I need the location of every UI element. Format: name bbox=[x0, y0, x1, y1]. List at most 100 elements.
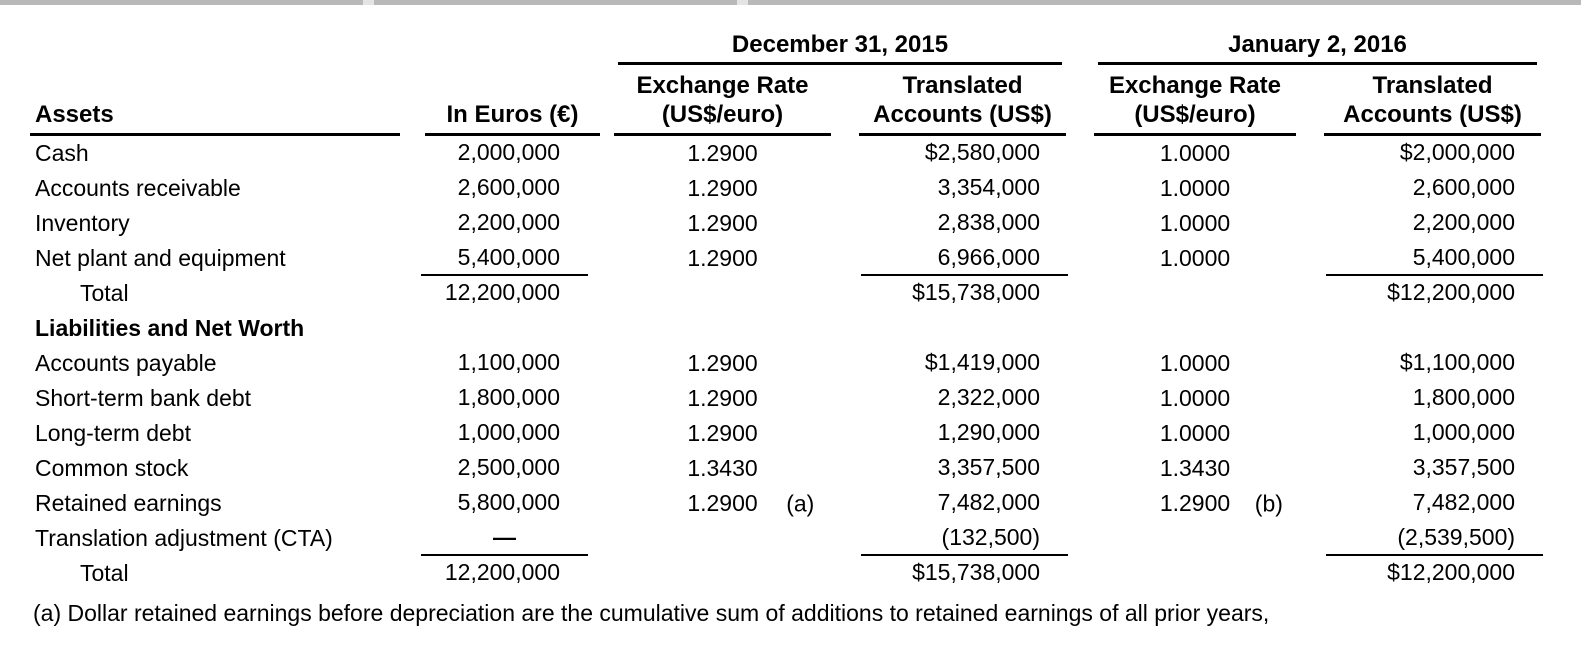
cell-usd-jan: 7,482,000 bbox=[1412, 489, 1516, 515]
cell-usd-dec: 3,354,000 bbox=[937, 174, 1040, 200]
cell-usd-jan: 2,200,000 bbox=[1412, 209, 1516, 235]
table-row-translation-adjustment: Translation adjustment (CTA) — (132,500)… bbox=[0, 521, 1555, 556]
section-header-label: Liabilities and Net Worth bbox=[35, 315, 305, 341]
cell-rate-dec: 1.2900 (a) bbox=[687, 490, 815, 516]
cell-usd-dec: 2,838,000 bbox=[937, 209, 1040, 235]
column-header-translated-jan: Translated Accounts (US$) bbox=[1310, 65, 1555, 136]
cell-usd-jan: 1,800,000 bbox=[1412, 384, 1516, 410]
cell-usd-jan: 2,600,000 bbox=[1412, 174, 1516, 200]
column-header-assets: Assets bbox=[0, 65, 405, 136]
cell-usd-dec: 6,966,000 bbox=[845, 241, 1080, 276]
cell-rate-jan: 1.0000 bbox=[1159, 140, 1231, 166]
cell-usd-dec: 1,290,000 bbox=[937, 419, 1040, 445]
column-header-exchange-rate-jan: Exchange Rate (US$/euro) bbox=[1080, 65, 1310, 136]
cell-rate-dec: 1.2900 bbox=[687, 140, 758, 166]
date-group-header-row: December 31, 2015 January 2, 2016 bbox=[0, 31, 1555, 65]
cell-usd-dec: 3,357,500 bbox=[937, 454, 1040, 480]
row-label: Long-term debt bbox=[35, 420, 191, 446]
translation-balance-sheet-table: December 31, 2015 January 2, 2016 Assets… bbox=[0, 31, 1555, 591]
cell-rate-jan: 1.2900 (b) bbox=[1159, 490, 1283, 516]
cell-euros: 2,000,000 bbox=[457, 139, 560, 165]
row-label: Short-term bank debt bbox=[35, 385, 252, 411]
table-row-accounts-payable: Accounts payable 1,100,000 1.2900 $1,419… bbox=[0, 346, 1555, 381]
cell-rate-dec: 1.2900 bbox=[687, 175, 758, 201]
cell-usd-jan: (2,539,500) bbox=[1310, 521, 1555, 556]
cell-rate-jan bbox=[1080, 521, 1310, 556]
cell-usd-jan: $1,100,000 bbox=[1399, 349, 1516, 375]
exchange-rate-header-line1: Exchange Rate bbox=[636, 72, 809, 99]
cell-rate-jan: 1.0000 bbox=[1159, 210, 1231, 236]
cell-euros: 1,800,000 bbox=[457, 384, 560, 410]
section-header-liabilities: Liabilities and Net Worth bbox=[0, 311, 1555, 346]
cell-usd-jan: $12,200,000 bbox=[1387, 559, 1516, 585]
column-header-exchange-rate-dec: Exchange Rate (US$/euro) bbox=[600, 65, 845, 136]
translated-header-line2: Accounts (US$) bbox=[1343, 101, 1522, 128]
em-dash: — bbox=[493, 524, 516, 550]
tab-divider-notch bbox=[363, 0, 374, 5]
cell-euros: 2,600,000 bbox=[457, 174, 560, 200]
cell-rate-jan: 1.0000 bbox=[1159, 385, 1231, 411]
cell-euros: 5,400,000 bbox=[405, 241, 600, 276]
cell-rate-jan: 1.0000 bbox=[1159, 175, 1231, 201]
table-row-long-term-debt: Long-term debt 1,000,000 1.2900 1,290,00… bbox=[0, 416, 1555, 451]
cell-rate-dec: 1.3430 bbox=[687, 455, 758, 481]
row-label: Total bbox=[80, 560, 129, 586]
table-row-retained-earnings: Retained earnings 5,800,000 1.2900 (a) 7,… bbox=[0, 486, 1555, 521]
cell-rate-jan bbox=[1080, 276, 1310, 311]
group-header-january-label: January 2, 2016 bbox=[1098, 31, 1538, 65]
cell-usd-dec: 2,322,000 bbox=[937, 384, 1040, 410]
table-row-net-plant-equipment: Net plant and equipment 5,400,000 1.2900… bbox=[0, 241, 1555, 276]
table-row-inventory: Inventory 2,200,000 1.2900 2,838,000 1.0… bbox=[0, 206, 1555, 241]
group-header-december-label: December 31, 2015 bbox=[618, 31, 1062, 65]
cell-euros: 5,800,000 bbox=[457, 489, 560, 515]
cell-rate-dec: 1.2900 bbox=[687, 385, 758, 411]
row-label: Cash bbox=[35, 140, 89, 166]
cell-rate-dec: 1.2900 bbox=[687, 210, 758, 236]
table-row-short-term-bank-debt: Short-term bank debt 1,800,000 1.2900 2,… bbox=[0, 381, 1555, 416]
row-label: Common stock bbox=[35, 455, 189, 481]
cell-usd-jan: $12,200,000 bbox=[1387, 279, 1516, 305]
window-edge-strip bbox=[0, 0, 1581, 5]
row-label: Inventory bbox=[35, 210, 130, 236]
cell-euros: 1,000,000 bbox=[457, 419, 560, 445]
row-label: Translation adjustment (CTA) bbox=[35, 525, 333, 551]
table-row-accounts-receivable: Accounts receivable 2,600,000 1.2900 3,3… bbox=[0, 171, 1555, 206]
translated-header-line1: Translated bbox=[1372, 72, 1493, 99]
column-header-euros: In Euros (€) bbox=[405, 65, 600, 136]
cell-usd-dec: $15,738,000 bbox=[912, 279, 1040, 305]
row-label: Net plant and equipment bbox=[35, 245, 286, 271]
cell-usd-dec: $1,419,000 bbox=[924, 349, 1040, 375]
row-label: Accounts receivable bbox=[35, 175, 241, 201]
cell-rate-dec bbox=[600, 276, 845, 311]
row-label: Accounts payable bbox=[35, 350, 217, 376]
group-header-december: December 31, 2015 bbox=[600, 31, 1080, 65]
cell-rate-jan: 1.3430 bbox=[1159, 455, 1231, 481]
table-row-liabilities-total: Total 12,200,000 $15,738,000 $12,200,000 bbox=[0, 556, 1555, 591]
cell-usd-jan: 5,400,000 bbox=[1310, 241, 1555, 276]
table-row-cash: Cash 2,000,000 1.2900 $2,580,000 1.0000 … bbox=[0, 136, 1555, 171]
cell-rate-jan: 1.0000 bbox=[1159, 350, 1231, 376]
cell-euros: 2,500,000 bbox=[457, 454, 560, 480]
cell-usd-dec: 7,482,000 bbox=[937, 489, 1040, 515]
cell-rate-dec bbox=[600, 556, 845, 591]
tab-divider-notch bbox=[737, 0, 748, 5]
spacer-cell bbox=[0, 31, 600, 65]
exchange-rate-header-line2: (US$/euro) bbox=[661, 101, 784, 128]
cell-usd-jan: 3,357,500 bbox=[1412, 454, 1516, 480]
column-header-translated-dec: Translated Accounts (US$) bbox=[845, 65, 1080, 136]
group-header-january: January 2, 2016 bbox=[1080, 31, 1555, 65]
cell-rate-dec bbox=[600, 521, 845, 556]
translated-header-line1: Translated bbox=[902, 72, 1023, 99]
cell-usd-dec: (132,500) bbox=[845, 521, 1080, 556]
column-header-row: Assets In Euros (€) Exchange Rate (US$/e… bbox=[0, 65, 1555, 136]
cell-usd-jan: $2,000,000 bbox=[1399, 139, 1516, 165]
row-label: Total bbox=[80, 280, 129, 306]
cell-rate-jan: 1.0000 bbox=[1159, 420, 1231, 446]
table-row-common-stock: Common stock 2,500,000 1.3430 3,357,500 … bbox=[0, 451, 1555, 486]
assets-header-label: Assets bbox=[35, 101, 114, 128]
cell-euros: 1,100,000 bbox=[457, 349, 560, 375]
footnote-marker-b: (b) bbox=[1254, 490, 1283, 516]
translated-header-line2: Accounts (US$) bbox=[873, 101, 1052, 128]
cell-usd-jan: 1,000,000 bbox=[1412, 419, 1516, 445]
footnote-marker-a: (a) bbox=[786, 490, 815, 516]
